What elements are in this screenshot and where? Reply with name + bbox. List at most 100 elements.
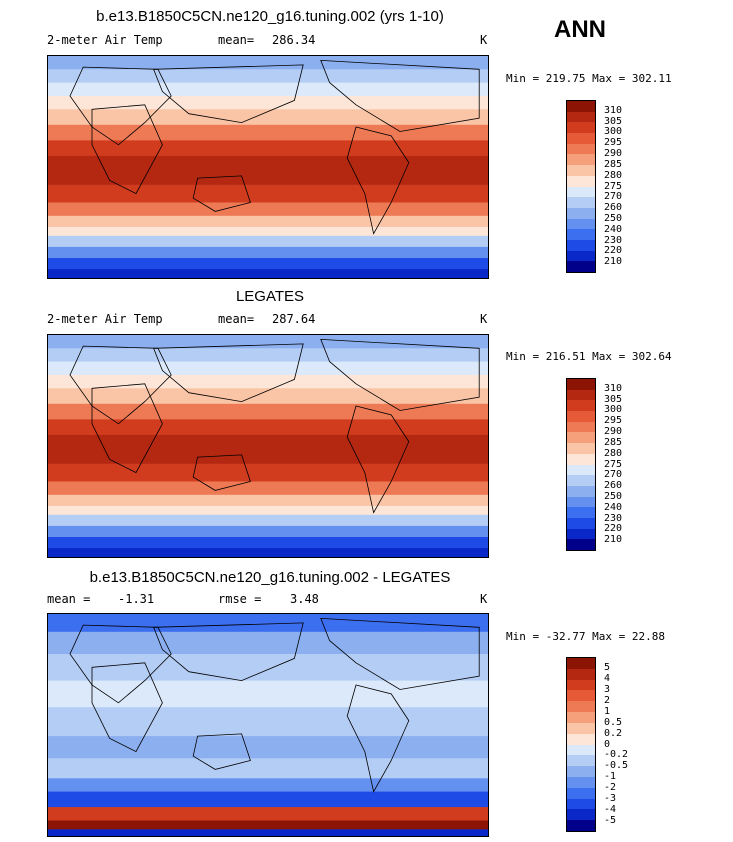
- colorbar-tick-label: 4: [604, 672, 611, 684]
- field-band: [48, 807, 488, 821]
- colorbar-box: [567, 111, 595, 123]
- panel2-variable: 2-meter Air Temp: [47, 312, 163, 326]
- panel2-min-max: Min = 216.51 Max = 302.64: [506, 350, 672, 363]
- colorbar-box: [567, 250, 595, 262]
- panel3-colorbar: [566, 657, 596, 832]
- continent-outline: [192, 454, 251, 491]
- colorbar-tick-label: -2: [604, 782, 617, 794]
- colorbar-tick-label: 305: [604, 115, 623, 127]
- colorbar-box: [567, 733, 595, 745]
- colorbar-tick-label: 285: [604, 158, 623, 170]
- colorbar-box: [567, 218, 595, 230]
- panel2-mean-value: 287.64: [272, 312, 316, 326]
- panel2-field: [48, 335, 488, 557]
- continent-outline: [91, 383, 163, 474]
- colorbar-tick-label: 0.5: [604, 716, 623, 728]
- panel3-title: b.e13.B1850C5CN.ne120_g16.tuning.002 - L…: [89, 569, 451, 586]
- colorbar-tick-label: 295: [604, 415, 623, 427]
- continent-outline: [153, 622, 304, 682]
- colorbar-tick-label: 270: [604, 469, 623, 481]
- continent-outline: [192, 733, 251, 770]
- panel3-mean-value: -1.31: [118, 592, 155, 606]
- colorbar-tick-label: -4: [604, 804, 617, 816]
- panel2-mean-label: mean=: [218, 312, 255, 326]
- field-band: [48, 215, 488, 228]
- field-band: [48, 481, 488, 496]
- colorbar-box: [567, 143, 595, 155]
- field-band: [48, 829, 488, 836]
- field-band: [48, 388, 488, 405]
- continent-outline: [346, 405, 410, 514]
- field-band: [48, 235, 488, 248]
- field-band: [48, 375, 488, 389]
- panel3-mean-label: mean =: [47, 592, 91, 606]
- panel1-field: [48, 56, 488, 278]
- field-band: [48, 791, 488, 808]
- colorbar-box: [567, 539, 595, 550]
- field-band: [48, 654, 488, 682]
- field-band: [48, 202, 488, 217]
- field-band: [48, 434, 488, 465]
- continent-outline: [320, 338, 480, 411]
- colorbar-tick-label: 310: [604, 382, 623, 394]
- colorbar-box: [567, 389, 595, 401]
- colorbar-box: [567, 400, 595, 412]
- colorbar-box: [567, 744, 595, 756]
- panel1-colorbar: [566, 100, 596, 273]
- colorbar-box: [567, 421, 595, 433]
- colorbar-box: [567, 101, 595, 112]
- colorbar-box: [567, 809, 595, 821]
- field-band: [48, 514, 488, 527]
- continent-outline: [91, 662, 163, 753]
- colorbar-box: [567, 485, 595, 497]
- continent-outline: [346, 126, 410, 235]
- continent-outline: [69, 624, 172, 704]
- colorbar-tick-label: 240: [604, 501, 623, 513]
- field-band: [48, 463, 488, 483]
- colorbar-box: [567, 679, 595, 691]
- field-band: [48, 226, 488, 237]
- colorbar-box: [567, 154, 595, 166]
- colorbar-box: [567, 776, 595, 788]
- colorbar-box: [567, 197, 595, 208]
- field-band: [48, 525, 488, 538]
- colorbar-box: [567, 165, 595, 176]
- colorbar-tick-label: 280: [604, 169, 623, 181]
- panel3-field: [48, 614, 488, 836]
- panel1-title: b.e13.B1850C5CN.ne120_g16.tuning.002 (yr…: [96, 8, 444, 25]
- colorbar-box: [567, 122, 595, 134]
- colorbar-box: [567, 712, 595, 723]
- colorbar-box: [567, 658, 595, 669]
- field-band: [48, 335, 488, 349]
- colorbar-tick-label: 230: [604, 512, 623, 524]
- field-band: [48, 109, 488, 126]
- colorbar-box: [567, 766, 595, 777]
- panel3-rmse-label: rmse =: [218, 592, 262, 606]
- field-band: [48, 246, 488, 259]
- colorbar-tick-label: 275: [604, 458, 623, 470]
- field-band: [48, 537, 488, 549]
- field-band: [48, 548, 488, 557]
- colorbar-tick-label: -0.5: [604, 760, 629, 772]
- colorbar-tick-label: 5: [604, 661, 611, 673]
- panel2-colorbar: [566, 378, 596, 551]
- colorbar-tick-label: -0.2: [604, 749, 629, 761]
- panel3-min-max: Min = -32.77 Max = 22.88: [506, 630, 665, 643]
- panel1-map: [47, 55, 489, 279]
- panel3-rmse-value: 3.48: [290, 592, 319, 606]
- colorbar-box: [567, 239, 595, 251]
- colorbar-tick-label: 275: [604, 180, 623, 192]
- continent-outline: [69, 345, 172, 425]
- colorbar-tick-label: 2: [604, 694, 611, 706]
- colorbar-tick-label: 220: [604, 245, 623, 257]
- colorbar-tick-label: 260: [604, 480, 623, 492]
- field-band: [48, 269, 488, 278]
- continent-outline: [320, 617, 480, 690]
- colorbar-box: [567, 475, 595, 486]
- colorbar-box: [567, 464, 595, 476]
- colorbar-box: [567, 755, 595, 767]
- field-band: [48, 758, 488, 779]
- field-band: [48, 778, 488, 793]
- colorbar-box: [567, 175, 595, 187]
- continent-outline: [69, 66, 172, 146]
